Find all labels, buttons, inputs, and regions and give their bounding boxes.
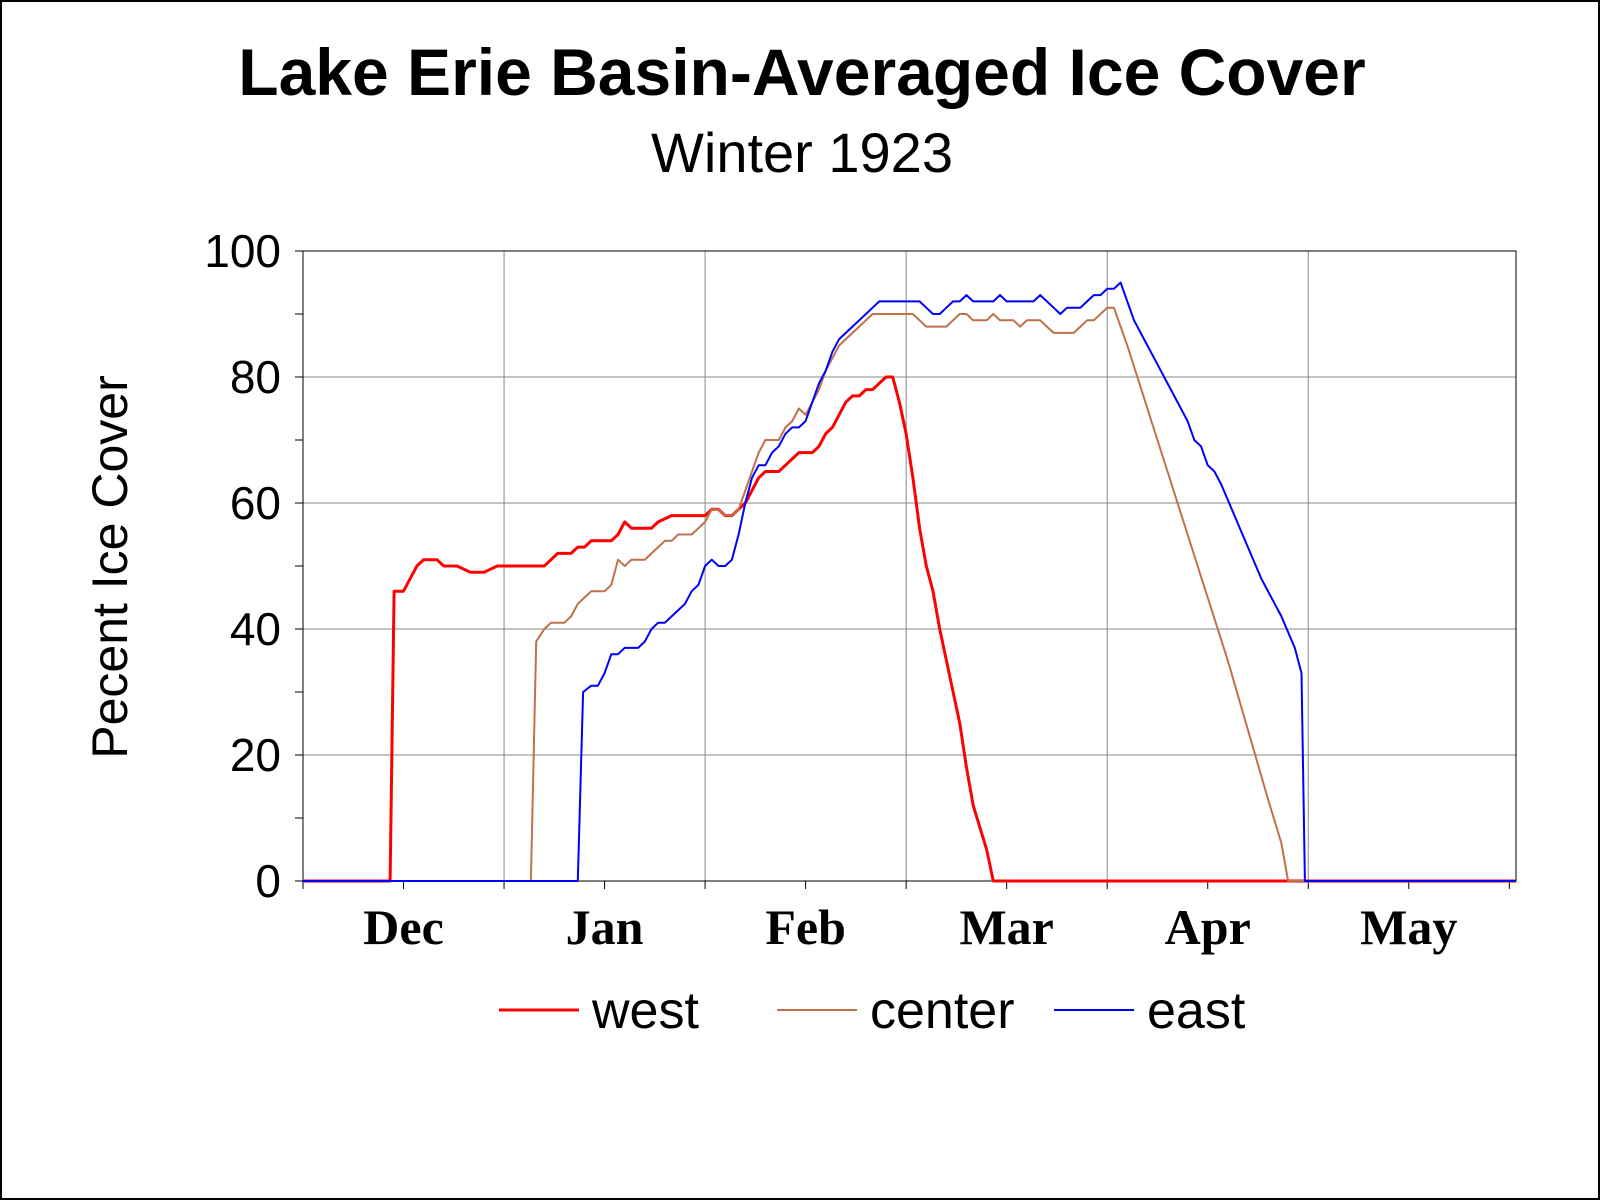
x-tick-label: Apr — [1165, 899, 1251, 955]
y-tick-label: 20 — [230, 729, 281, 781]
x-tick-labels: Dec Jan Feb Mar Apr May — [363, 899, 1457, 955]
y-tick-label: 0 — [255, 855, 281, 907]
y-tick-label: 40 — [230, 603, 281, 655]
y-tick-label: 60 — [230, 477, 281, 529]
series-lines — [303, 281, 1516, 883]
gridlines — [303, 251, 1516, 881]
y-tick-label: 80 — [230, 351, 281, 403]
y-tick-labels: 0 20 40 60 80 100 — [204, 225, 281, 907]
legend-label-west: west — [591, 982, 699, 1040]
plot-frame — [302, 250, 1517, 882]
x-tick-label: Jan — [566, 899, 644, 955]
chart-subtitle: Winter 1923 — [651, 121, 953, 184]
chart-title: Lake Erie Basin-Averaged Ice Cover — [238, 35, 1365, 109]
x-tick-label: May — [1360, 899, 1457, 955]
axis-ticks — [295, 250, 1510, 889]
x-tick-label: Dec — [363, 899, 444, 955]
x-tick-label: Mar — [959, 899, 1053, 955]
legend-label-center: center — [870, 982, 1015, 1040]
y-tick-label: 100 — [204, 225, 281, 277]
y-axis-label: Pecent Ice Cover — [82, 375, 138, 759]
series-line-center — [303, 306, 1516, 882]
legend: west center east — [499, 982, 1246, 1040]
series-line-east — [303, 281, 1516, 882]
x-tick-label: Feb — [765, 899, 846, 955]
legend-label-east: east — [1147, 982, 1246, 1040]
